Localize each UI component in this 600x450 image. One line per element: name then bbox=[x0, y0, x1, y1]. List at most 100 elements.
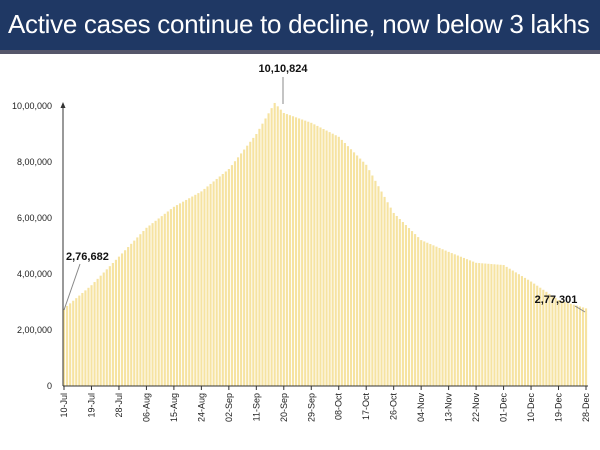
bar bbox=[236, 157, 240, 386]
bar bbox=[243, 149, 246, 386]
bar bbox=[212, 181, 215, 386]
bar bbox=[246, 145, 249, 386]
x-tick-label: 17-Oct bbox=[361, 393, 371, 421]
bar bbox=[581, 307, 585, 386]
bar bbox=[505, 266, 508, 386]
bar bbox=[456, 255, 459, 386]
bar bbox=[182, 201, 185, 386]
bar bbox=[127, 247, 130, 386]
bar bbox=[472, 261, 475, 386]
bar bbox=[481, 263, 484, 386]
bars bbox=[62, 102, 588, 387]
bar bbox=[517, 274, 520, 386]
x-tick-label: 22-Nov bbox=[471, 393, 481, 423]
bar bbox=[66, 305, 69, 386]
x-tick-label: 28-Dec bbox=[581, 393, 591, 423]
bar bbox=[563, 301, 566, 386]
bar bbox=[133, 240, 136, 386]
bar bbox=[154, 220, 157, 386]
x-tick-label: 01-Dec bbox=[499, 393, 509, 423]
x-tick-label: 04-Nov bbox=[416, 393, 426, 423]
bar bbox=[136, 237, 139, 386]
bar bbox=[169, 209, 172, 386]
bar bbox=[432, 245, 435, 386]
annotations: 2,76,682 10,10,824 2,77,301 bbox=[63, 63, 586, 313]
bar bbox=[209, 183, 212, 386]
bar bbox=[392, 212, 395, 386]
bar bbox=[117, 256, 121, 386]
bar bbox=[465, 259, 469, 386]
bar bbox=[438, 247, 441, 386]
bar bbox=[539, 287, 542, 386]
x-tick-label: 28-Jul bbox=[114, 393, 124, 418]
bar bbox=[414, 234, 417, 386]
bar bbox=[124, 250, 127, 386]
bar bbox=[298, 118, 301, 386]
bar bbox=[356, 155, 359, 386]
bar bbox=[279, 109, 282, 386]
bar bbox=[87, 287, 90, 386]
x-tick-label: 10-Dec bbox=[526, 393, 536, 423]
bar bbox=[343, 143, 346, 386]
bar bbox=[572, 304, 575, 386]
bar bbox=[139, 234, 142, 386]
bar bbox=[249, 141, 252, 386]
bar bbox=[584, 308, 588, 386]
bar bbox=[359, 158, 362, 386]
bar bbox=[160, 216, 163, 386]
bar bbox=[407, 228, 411, 386]
bar bbox=[81, 292, 84, 386]
bar bbox=[426, 242, 429, 386]
bar bbox=[331, 133, 334, 386]
bar bbox=[84, 290, 87, 386]
x-tick-label: 26-Oct bbox=[389, 393, 399, 421]
bar bbox=[520, 276, 524, 386]
bar bbox=[337, 136, 340, 386]
x-tick-label: 19-Dec bbox=[554, 393, 564, 423]
bar bbox=[499, 264, 502, 386]
annotation-label: 2,77,301 bbox=[535, 294, 578, 306]
bar bbox=[285, 114, 288, 386]
bar bbox=[230, 165, 234, 386]
bar bbox=[310, 122, 313, 387]
bar bbox=[172, 206, 176, 386]
bar bbox=[78, 295, 81, 386]
axes bbox=[60, 102, 588, 387]
bar bbox=[218, 176, 221, 386]
bar bbox=[334, 135, 337, 386]
bar bbox=[120, 253, 124, 386]
bar bbox=[453, 254, 456, 386]
bar bbox=[148, 225, 151, 386]
x-tick-label: 02-Sep bbox=[224, 393, 234, 422]
bar bbox=[157, 218, 160, 386]
bar bbox=[96, 278, 99, 386]
bar bbox=[163, 213, 166, 386]
bar bbox=[276, 106, 279, 386]
bar bbox=[194, 194, 197, 386]
bar bbox=[352, 152, 356, 386]
bar bbox=[322, 129, 325, 386]
x-tick-label: 15-Aug bbox=[169, 393, 179, 422]
bar bbox=[224, 171, 227, 386]
x-tick-label: 20-Sep bbox=[279, 393, 289, 422]
y-tick-label: 0 bbox=[47, 381, 52, 391]
bar bbox=[221, 173, 224, 386]
bar bbox=[435, 246, 438, 386]
bar bbox=[62, 308, 66, 386]
bar bbox=[554, 297, 557, 386]
x-tick-label: 24-Aug bbox=[196, 393, 206, 422]
bar bbox=[401, 222, 404, 386]
x-tick-label: 06-Aug bbox=[141, 393, 151, 422]
bar bbox=[102, 272, 105, 386]
bar bbox=[258, 128, 261, 386]
x-tick-label: 10-Jul bbox=[59, 393, 69, 418]
bar bbox=[151, 223, 154, 386]
bar bbox=[511, 270, 514, 386]
bar bbox=[188, 198, 191, 386]
bar bbox=[191, 196, 194, 386]
bar bbox=[291, 116, 295, 387]
x-tick-label: 13-Nov bbox=[444, 393, 454, 423]
bar bbox=[72, 300, 75, 386]
bar bbox=[294, 117, 298, 386]
bar bbox=[197, 193, 200, 386]
